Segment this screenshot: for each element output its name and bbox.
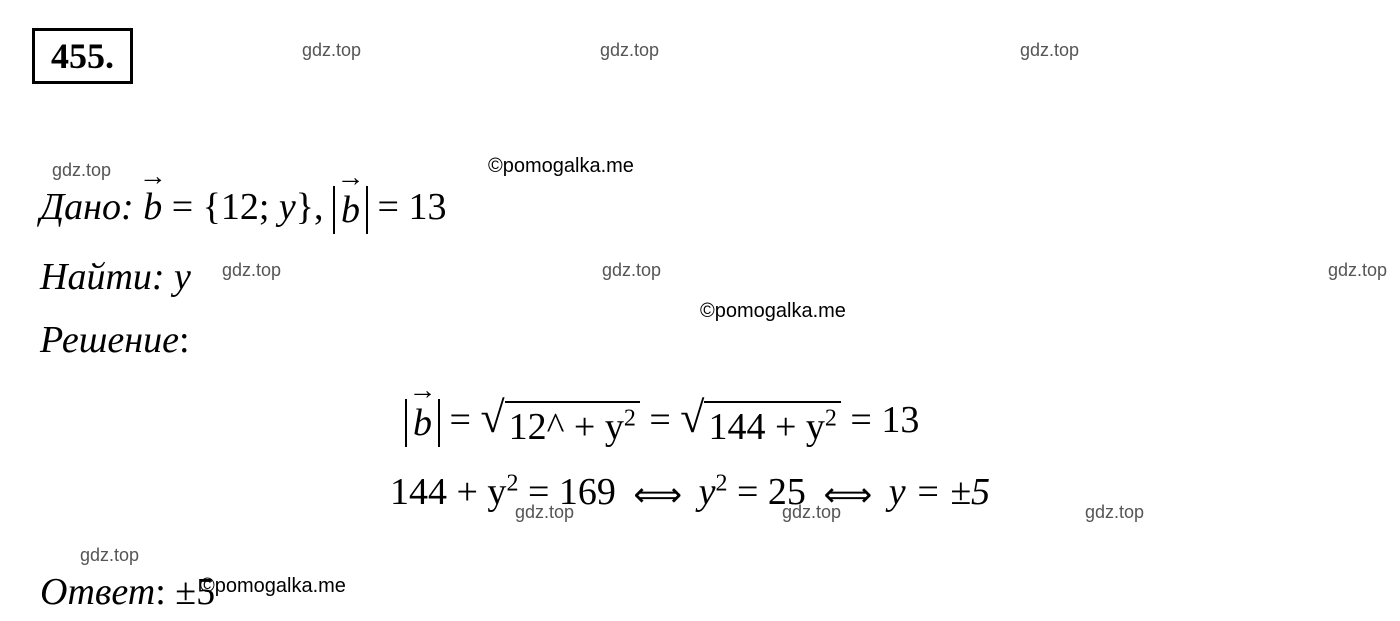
vector-b-letter-eq1: b: [413, 402, 432, 444]
vector-b-mag: → b: [341, 186, 360, 234]
sqrt-2-content: 144 + y2: [704, 401, 840, 449]
sqrt2-exp: 2: [825, 405, 837, 431]
sqrt-2: √ 144 + y2: [680, 398, 841, 449]
eq1-suffix: = 13: [850, 399, 919, 441]
find-line: Найти: y: [40, 255, 191, 299]
given-label: Дано:: [40, 186, 134, 228]
watermark-gdz: gdz.top: [1020, 40, 1079, 61]
equation-1: → b = √ 12^ + y2 = √ 144 + y2 = 13: [405, 398, 919, 449]
magnitude-eq: = 13: [378, 186, 447, 228]
watermark-gdz: gdz.top: [1085, 502, 1144, 523]
watermark-copyright: ©pomogalka.me: [200, 575, 346, 598]
answer-line: Ответ: ±5: [40, 570, 215, 614]
watermark-copyright: ©pomogalka.me: [700, 300, 846, 323]
watermark-gdz: gdz.top: [52, 160, 111, 181]
watermark-gdz: gdz.top: [782, 502, 841, 523]
vector-b-eq1: → b: [413, 399, 432, 447]
watermark-gdz: gdz.top: [302, 40, 361, 61]
vector-coords-y: y: [279, 186, 296, 228]
solution-colon: :: [179, 319, 190, 361]
find-variable: y: [174, 256, 191, 298]
eq2-part1-exp: 2: [506, 470, 518, 496]
eq2-part3: y: [699, 471, 716, 513]
vector-b-letter-mag: b: [341, 189, 360, 231]
sqrt-1: √ 12^ + y2: [480, 398, 639, 449]
watermark-gdz: gdz.top: [515, 502, 574, 523]
watermark-gdz: gdz.top: [80, 545, 139, 566]
given-line: Дано: → b = {12; y}, → b = 13: [40, 185, 446, 234]
problem-number-box: 455.: [32, 28, 133, 84]
sqrt-sign-icon: √: [480, 398, 504, 438]
watermark-copyright: ©pomogalka.me: [488, 155, 634, 178]
find-label: Найти:: [40, 256, 165, 298]
vector-coords-close: },: [296, 186, 333, 228]
eq2-part5: y = ±5: [889, 471, 990, 513]
sqrt-1-content: 12^ + y2: [505, 401, 640, 449]
problem-number: 455.: [51, 36, 114, 76]
sqrt1-exp: 2: [624, 405, 636, 431]
vector-b-letter: b: [143, 186, 162, 228]
solution-line: Решение:: [40, 318, 190, 362]
eq2-part3-exp: 2: [716, 470, 728, 496]
vector-b: → b: [143, 185, 162, 229]
sqrt2-text: 144 + y: [708, 406, 824, 448]
sqrt-sign-icon: √: [680, 398, 704, 438]
eq1-prefix: =: [450, 399, 481, 441]
eq1-magnitude: → b: [405, 399, 440, 447]
vector-coords-open: = {12;: [172, 186, 279, 228]
answer-colon: :: [155, 571, 166, 613]
magnitude-bars: → b: [333, 186, 368, 234]
watermark-gdz: gdz.top: [1328, 260, 1387, 281]
answer-label: Ответ: [40, 571, 155, 613]
watermark-gdz: gdz.top: [222, 260, 281, 281]
eq1-middle: =: [649, 399, 680, 441]
solution-label: Решение: [40, 319, 179, 361]
equation-2: 144 + y2 = 169 ⟺ y2 = 25 ⟺ y = ±5: [390, 470, 990, 515]
watermark-gdz: gdz.top: [600, 40, 659, 61]
iff-arrow-icon: ⟺: [625, 477, 698, 514]
sqrt1-text: 12^ + y: [509, 406, 624, 448]
eq2-part1: 144 + y: [390, 471, 506, 513]
watermark-gdz: gdz.top: [602, 260, 661, 281]
